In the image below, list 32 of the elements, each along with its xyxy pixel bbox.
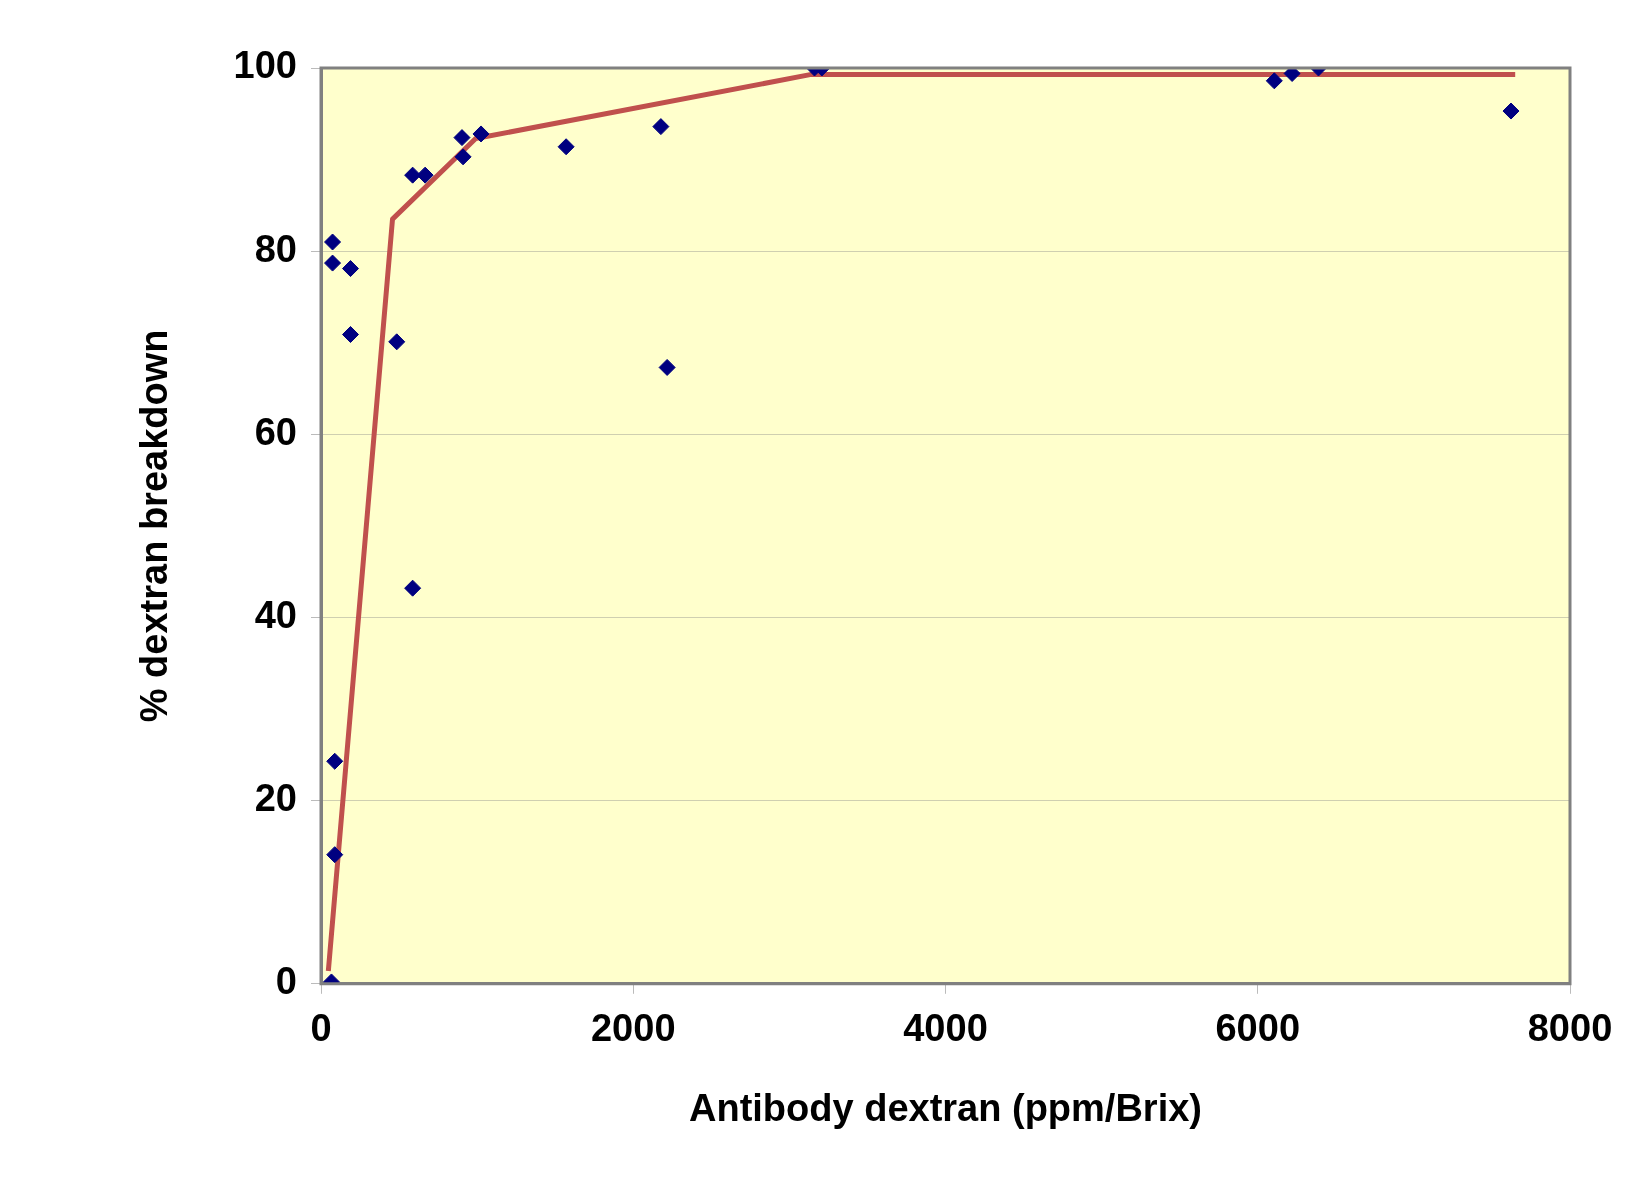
point — [388, 333, 406, 351]
x-tick-label: 2000 — [590, 1007, 676, 1050]
x-axis-title: Antibody dextran (ppm/Brix) — [688, 1086, 1203, 1129]
point — [652, 118, 670, 136]
point — [324, 254, 342, 272]
x-tick-label: 8000 — [1527, 1007, 1613, 1050]
point — [326, 846, 344, 864]
y-tick-label: 60 — [254, 410, 297, 453]
y-tick-label: 100 — [233, 44, 297, 87]
point — [324, 233, 342, 251]
x-tick-label: 0 — [310, 1007, 332, 1050]
point — [454, 148, 472, 166]
point — [472, 125, 490, 143]
y-tick-label: 20 — [254, 777, 297, 820]
point — [557, 138, 575, 156]
x-tick-label: 6000 — [1215, 1007, 1301, 1050]
point — [1283, 68, 1301, 82]
point — [404, 579, 422, 597]
point — [658, 358, 676, 376]
point — [1502, 102, 1520, 120]
y-tick-label: 40 — [254, 593, 297, 636]
y-tick-label: 80 — [254, 227, 297, 270]
point — [342, 260, 360, 278]
point — [1265, 72, 1283, 90]
x-tick-label: 4000 — [903, 1007, 988, 1050]
point — [416, 166, 434, 184]
point — [404, 166, 422, 184]
y-tick-label: 0 — [275, 960, 297, 1003]
y-axis-title: % dextran breakdown — [133, 329, 176, 723]
point — [342, 326, 360, 343]
point — [326, 752, 344, 770]
point — [453, 129, 471, 147]
